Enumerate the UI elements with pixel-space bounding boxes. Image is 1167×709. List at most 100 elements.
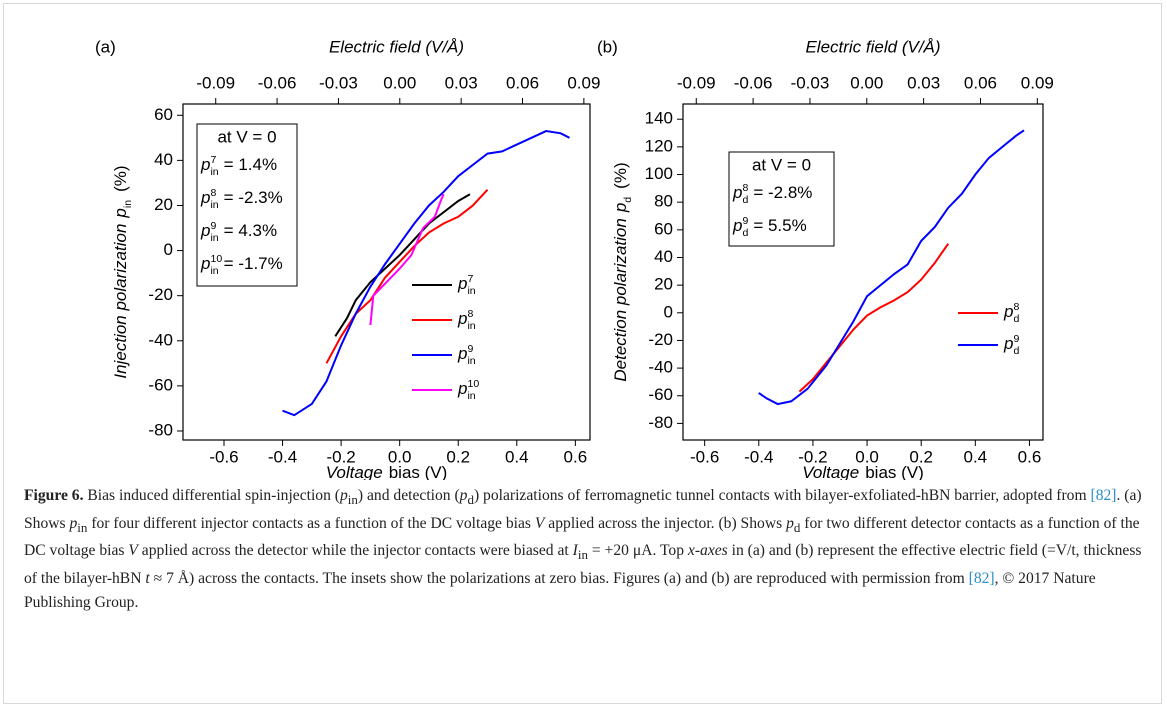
symbol: p xyxy=(457,309,467,328)
symbol: p xyxy=(200,155,210,174)
caption-sub: in xyxy=(77,519,88,535)
caption-i: x-axes xyxy=(687,542,728,560)
y-tick-label: 20 xyxy=(154,195,173,214)
inset-value: = -2.8% xyxy=(753,183,812,202)
y-tick-label: -80 xyxy=(648,413,673,432)
x-axis-title: Voltage bias (V) xyxy=(802,463,924,480)
inset-title: at V = 0 xyxy=(217,127,276,146)
subscript: in xyxy=(210,199,218,211)
caption-i: p xyxy=(786,514,794,532)
caption-link[interactable]: [82] xyxy=(1090,487,1117,504)
x-tick-label: 0.0 xyxy=(388,447,412,466)
x-tick-label: 0.4 xyxy=(505,447,529,466)
subscript: d xyxy=(742,194,748,206)
top-axis-title: Electric field (V/Å) xyxy=(805,37,940,56)
data-line xyxy=(758,129,1025,406)
caption-n: . (a) Shows xyxy=(24,487,1142,532)
y-tick-label: 0 xyxy=(664,302,673,321)
inset-row: p10 in = -1.7% xyxy=(200,253,283,277)
top-tick-label: 0.00 xyxy=(383,73,416,92)
data-line xyxy=(334,193,471,337)
legend-label: p7 in xyxy=(457,273,476,297)
inset-box xyxy=(196,123,298,287)
inset-value: = 1.4% xyxy=(224,155,277,174)
x-tick-label: 0.4 xyxy=(964,447,988,466)
superscript: 8 xyxy=(467,308,473,320)
x-tick-label: -0.6 xyxy=(209,447,238,466)
subscript: in xyxy=(210,166,218,178)
legend-label: p8 d xyxy=(1003,301,1019,325)
subscript: in xyxy=(467,285,475,297)
x-tick-label: 0.6 xyxy=(1018,447,1042,466)
top-tick-label: 0.09 xyxy=(1021,73,1054,92)
legend-label: p10 in xyxy=(457,378,479,402)
top-tick-label: 0.09 xyxy=(567,73,600,92)
inset-row: p8 in = -2.3% xyxy=(200,187,283,211)
inset-row: p9 d = 5.5% xyxy=(732,215,807,239)
data-line xyxy=(798,243,950,393)
caption-sub: in xyxy=(347,492,358,508)
text-part: Voltage xyxy=(802,463,859,480)
symbol: p xyxy=(1003,302,1013,321)
superscript: 9 xyxy=(742,215,748,227)
top-tick-label: 0.03 xyxy=(445,73,478,92)
text-part: d xyxy=(622,197,634,203)
caption-n: Bias induced differential spin-injection… xyxy=(83,487,340,504)
caption-n: = +20 μA. Top xyxy=(587,542,688,560)
superscript: 7 xyxy=(210,154,216,166)
symbol: p xyxy=(732,216,742,235)
text-part: Injection polarization xyxy=(111,224,130,379)
y-tick-label: -60 xyxy=(148,375,173,394)
symbol: p xyxy=(200,254,210,273)
y-tick-label: 0 xyxy=(164,240,173,259)
y-tick-label: 120 xyxy=(645,136,673,155)
subscript: in xyxy=(467,320,475,332)
text-part: in xyxy=(122,200,134,208)
top-tick-label: 0.03 xyxy=(907,73,940,92)
superscript: 10 xyxy=(210,253,222,265)
text-part: bias (V) xyxy=(389,463,448,480)
caption: Figure 6. Bias induced differential spin… xyxy=(24,484,1146,614)
panel-label: (a) xyxy=(95,37,116,56)
y-axis-title: Injection polarization pin (%) xyxy=(111,165,133,378)
caption-n: for four different injector contacts as … xyxy=(87,514,535,532)
superscript: 8 xyxy=(210,187,216,199)
top-tick-label: -0.03 xyxy=(319,73,358,92)
text-part: (%) xyxy=(611,162,630,188)
inset-value: = 5.5% xyxy=(753,216,806,235)
inset-box xyxy=(728,151,835,247)
caption-i: I xyxy=(572,542,578,560)
symbol: p xyxy=(457,379,467,398)
caption-i: t xyxy=(145,570,150,588)
x-tick-label: 0.2 xyxy=(909,447,933,466)
subscript: in xyxy=(210,265,218,277)
caption-n: in (a) and (b) represent the effective e… xyxy=(24,542,1142,588)
superscript: 8 xyxy=(742,182,748,194)
top-tick-label: -0.03 xyxy=(791,73,830,92)
caption-link[interactable]: [82] xyxy=(968,570,995,588)
x-tick-label: -0.6 xyxy=(690,447,719,466)
y-tick-label: 60 xyxy=(654,219,673,238)
y-axis-title: Detection polarization pd (%) xyxy=(611,162,633,381)
caption-sub: in xyxy=(577,547,588,563)
inset-value: = -1.7% xyxy=(224,254,283,273)
y-tick-label: 60 xyxy=(154,105,173,124)
y-tick-label: -40 xyxy=(148,330,173,349)
y-tick-label: 80 xyxy=(654,192,673,211)
x-tick-label: -0.2 xyxy=(798,447,827,466)
text-part: p xyxy=(111,208,130,218)
caption-n: ) polarizations of ferromagnetic tunnel … xyxy=(473,487,1091,504)
superscript: 9 xyxy=(1013,333,1019,345)
x-tick-label: 0.2 xyxy=(446,447,470,466)
caption-b: Figure 6. xyxy=(24,487,84,504)
x-tick-label: -0.4 xyxy=(268,447,297,466)
top-tick-label: -0.06 xyxy=(258,73,297,92)
caption-n: ) and detection ( xyxy=(357,487,460,504)
superscript: 8 xyxy=(1013,301,1019,313)
inset-row: p9 in = 4.3% xyxy=(200,220,277,244)
top-tick-label: -0.09 xyxy=(677,73,716,92)
legend-label: p8 in xyxy=(457,308,476,332)
caption-sub: d xyxy=(793,519,801,535)
y-tick-label: -20 xyxy=(148,285,173,304)
